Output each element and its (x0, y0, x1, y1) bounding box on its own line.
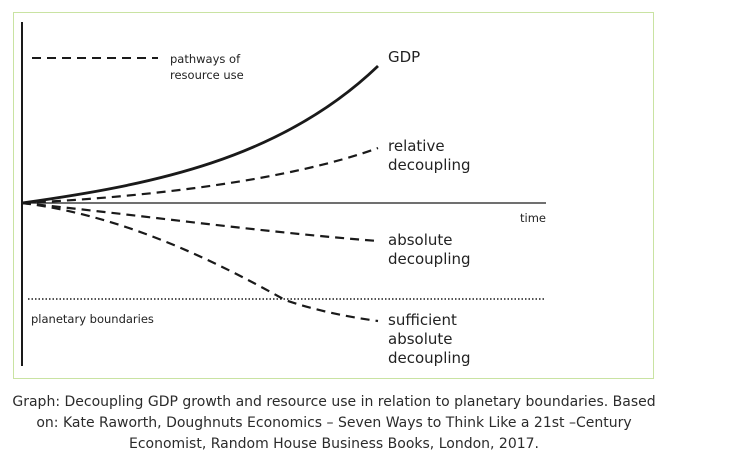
relative-label-line2: decoupling (388, 156, 471, 174)
sufficient-label-line3: decoupling (388, 349, 471, 367)
relative-label-line1: relative (388, 137, 445, 155)
absolute-label-line1: absolute (388, 231, 453, 249)
figure-caption: Graph: Decoupling GDP growth and resourc… (0, 392, 668, 455)
caption-line-3: Economist, Random House Business Books, … (128, 436, 539, 452)
gdp-curve (21, 64, 379, 205)
gdp-label: GDP (388, 48, 420, 66)
time-axis-label: time (520, 211, 546, 225)
caption-line-1: Graph: Decoupling GDP growth and resourc… (12, 394, 656, 410)
sufficient-decoupling-curve (21, 201, 379, 323)
relative-decoupling-curve (21, 146, 379, 205)
absolute-label-line2: decoupling (388, 250, 471, 268)
sufficient-label-line1: sufficient (388, 311, 457, 329)
absolute-decoupling-curve (21, 201, 379, 243)
sufficient-label-line2: absolute (388, 330, 453, 348)
legend-label-line2: resource use (170, 68, 244, 82)
caption-line-2: on: Kate Raworth, Doughnuts Economics – … (36, 415, 632, 431)
planetary-boundary-label: planetary boundaries (31, 312, 154, 326)
legend-label-line1: pathways of (170, 52, 241, 66)
